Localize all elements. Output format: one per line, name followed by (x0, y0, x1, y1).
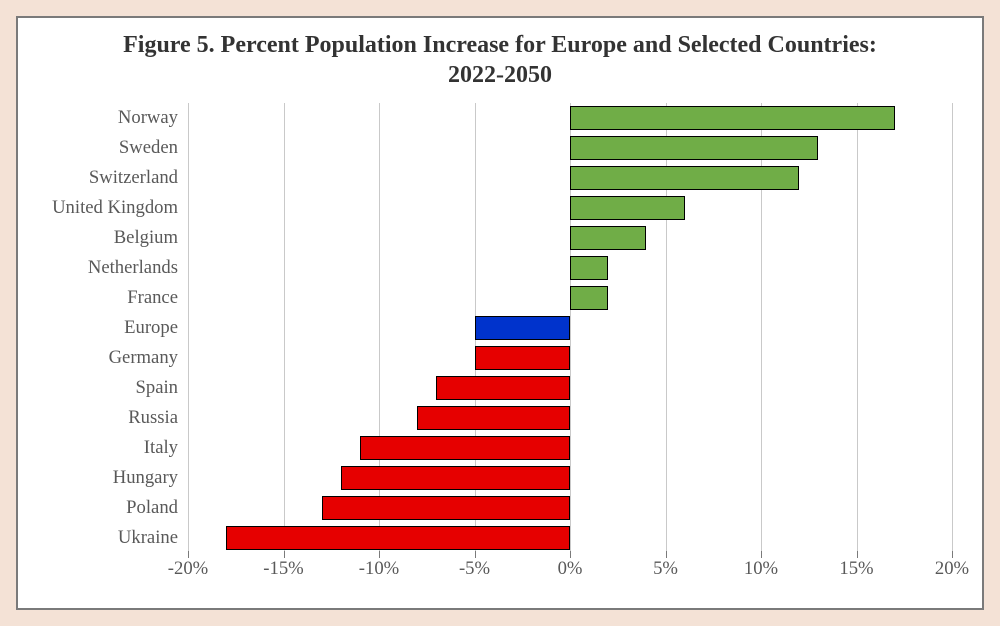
x-tick (379, 551, 380, 558)
chart-title: Figure 5. Percent Population Increase fo… (18, 18, 982, 94)
bar (570, 226, 646, 250)
x-tick (857, 551, 858, 558)
bar-row: Switzerland (188, 163, 952, 193)
chart-title-line2: 2022-2050 (448, 62, 552, 88)
chart-title-line1: Figure 5. Percent Population Increase fo… (123, 32, 877, 58)
bar-row: Ukraine (188, 523, 952, 553)
bar-row: Hungary (188, 463, 952, 493)
bar-row: Europe (188, 313, 952, 343)
x-tick (761, 551, 762, 558)
x-tick-label: 10% (744, 558, 778, 580)
x-tick-label: 20% (935, 558, 969, 580)
chart-panel: Figure 5. Percent Population Increase fo… (16, 16, 984, 610)
bar (475, 346, 571, 370)
x-tick (952, 551, 953, 558)
bar (226, 526, 570, 550)
x-tick-label: 15% (839, 558, 873, 580)
x-axis: -20%-15%-10%-5%0%5%10%15%20% (188, 558, 952, 588)
plot-area: NorwaySwedenSwitzerlandUnited KingdomBel… (188, 103, 952, 553)
bar (570, 286, 608, 310)
category-label: United Kingdom (52, 197, 188, 219)
bar (570, 106, 895, 130)
category-label: Italy (144, 437, 188, 459)
category-label: Hungary (113, 467, 188, 489)
bar (570, 196, 685, 220)
x-tick-label: -10% (359, 558, 399, 580)
x-tick (475, 551, 476, 558)
bar-row: United Kingdom (188, 193, 952, 223)
category-label: Sweden (119, 137, 188, 159)
x-tick-label: 0% (558, 558, 583, 580)
category-label: France (127, 287, 188, 309)
x-tick-label: -20% (168, 558, 208, 580)
bar (570, 136, 818, 160)
page-background: Figure 5. Percent Population Increase fo… (0, 0, 1000, 626)
category-label: Poland (126, 497, 188, 519)
x-tick-label: 5% (653, 558, 678, 580)
category-label: Norway (118, 107, 188, 129)
gridline (952, 103, 953, 553)
bar (417, 406, 570, 430)
bar (570, 256, 608, 280)
category-label: Switzerland (89, 167, 188, 189)
bar-row: Belgium (188, 223, 952, 253)
x-tick-label: -15% (263, 558, 303, 580)
bar (341, 466, 570, 490)
category-label: Russia (128, 407, 188, 429)
bar-row: France (188, 283, 952, 313)
category-label: Netherlands (88, 257, 188, 279)
bar-row: Sweden (188, 133, 952, 163)
bar-row: Norway (188, 103, 952, 133)
category-label: Europe (124, 317, 188, 339)
x-tick (188, 551, 189, 558)
x-tick (284, 551, 285, 558)
bar-row: Poland (188, 493, 952, 523)
category-label: Belgium (114, 227, 188, 249)
category-label: Spain (136, 377, 189, 399)
bar-row: Spain (188, 373, 952, 403)
x-tick-label: -5% (459, 558, 490, 580)
bar (436, 376, 570, 400)
x-tick (570, 551, 571, 558)
category-label: Ukraine (118, 527, 188, 549)
bar (475, 316, 571, 340)
bar-row: Russia (188, 403, 952, 433)
bar-row: Netherlands (188, 253, 952, 283)
category-label: Germany (109, 347, 188, 369)
bar (360, 436, 570, 460)
bar-row: Germany (188, 343, 952, 373)
bar-row: Italy (188, 433, 952, 463)
bar (322, 496, 570, 520)
x-tick (666, 551, 667, 558)
bar (570, 166, 799, 190)
